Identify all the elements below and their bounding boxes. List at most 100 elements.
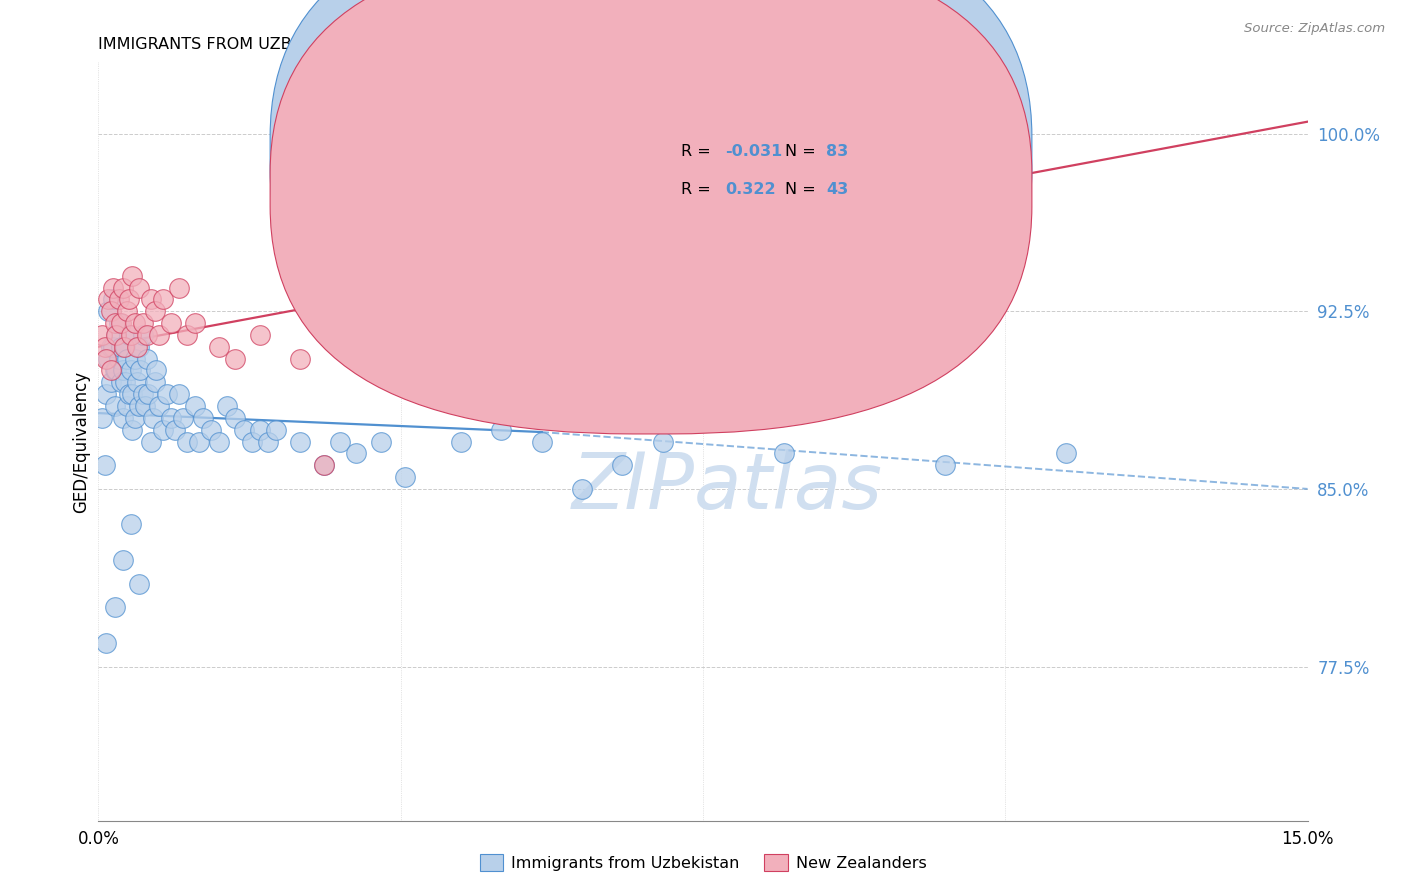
Point	[111, 553, 134, 567]
Text: R =: R =	[682, 145, 716, 160]
Text: 83: 83	[827, 145, 849, 160]
Point	[107, 293, 129, 307]
Point	[193, 410, 215, 425]
Point	[124, 316, 146, 330]
Point	[107, 316, 129, 330]
Point	[105, 327, 128, 342]
Point	[100, 376, 122, 390]
Point	[115, 399, 138, 413]
Point	[121, 268, 143, 283]
Point	[314, 458, 336, 473]
Point	[94, 458, 117, 473]
Point	[128, 340, 150, 354]
FancyBboxPatch shape	[270, 0, 1032, 434]
Point	[127, 376, 149, 390]
Point	[112, 340, 135, 354]
Point	[111, 280, 134, 294]
Point	[249, 327, 271, 342]
Point	[394, 363, 416, 377]
Point	[124, 410, 146, 425]
Point	[200, 423, 222, 437]
Text: R =: R =	[682, 182, 721, 197]
Point	[132, 327, 155, 342]
Point	[91, 410, 114, 425]
Point	[105, 363, 128, 377]
Point	[160, 316, 183, 330]
Point	[491, 423, 513, 437]
Point	[208, 340, 231, 354]
Point	[184, 316, 207, 330]
Y-axis label: GED/Equivalency: GED/Equivalency	[72, 370, 90, 513]
Point	[110, 376, 132, 390]
Point	[394, 470, 416, 484]
Point	[344, 446, 367, 460]
Point	[139, 293, 162, 307]
Legend: Immigrants from Uzbekistan, New Zealanders: Immigrants from Uzbekistan, New Zealande…	[474, 847, 932, 877]
Point	[167, 280, 190, 294]
Text: 0.322: 0.322	[724, 182, 775, 197]
Point	[172, 410, 194, 425]
Point	[124, 351, 146, 366]
Point	[114, 340, 136, 354]
Point	[134, 399, 156, 413]
Point	[450, 376, 472, 390]
Point	[132, 387, 155, 401]
Point	[128, 280, 150, 294]
Point	[530, 351, 553, 366]
Point	[145, 363, 167, 377]
Point	[143, 376, 166, 390]
Point	[249, 423, 271, 437]
Point	[97, 351, 120, 366]
Text: N =: N =	[785, 145, 821, 160]
Point	[100, 363, 122, 377]
Point	[105, 327, 128, 342]
Point	[129, 363, 152, 377]
Text: N =: N =	[785, 182, 821, 197]
Point	[329, 434, 352, 449]
Point	[118, 293, 141, 307]
Point	[651, 434, 673, 449]
Point	[188, 434, 211, 449]
Point	[176, 327, 198, 342]
Point	[934, 458, 956, 473]
Text: -0.031: -0.031	[724, 145, 782, 160]
Point	[110, 340, 132, 354]
Point	[1054, 446, 1077, 460]
Point	[120, 517, 142, 532]
Point	[132, 316, 155, 330]
Point	[160, 410, 183, 425]
Point	[217, 399, 239, 413]
Point	[152, 293, 174, 307]
Point	[120, 363, 142, 377]
Point	[232, 423, 254, 437]
Point	[208, 434, 231, 449]
Point	[142, 410, 165, 425]
Point	[118, 327, 141, 342]
Point	[264, 423, 287, 437]
Point	[571, 482, 593, 496]
Point	[176, 434, 198, 449]
Point	[612, 458, 634, 473]
Point	[135, 351, 157, 366]
Point	[103, 600, 125, 615]
Point	[96, 351, 118, 366]
Point	[491, 327, 513, 342]
Point	[91, 327, 114, 342]
Point	[127, 340, 149, 354]
Point	[118, 387, 141, 401]
Point	[111, 363, 134, 377]
Point	[772, 293, 794, 307]
Text: 43: 43	[827, 182, 849, 197]
Point	[96, 387, 118, 401]
Point	[100, 304, 122, 318]
Point	[224, 410, 246, 425]
Point	[344, 340, 367, 354]
Point	[97, 304, 120, 318]
Point	[148, 327, 170, 342]
Point	[288, 351, 311, 366]
Point	[100, 340, 122, 354]
Point	[103, 399, 125, 413]
Point	[450, 434, 472, 449]
Point	[152, 423, 174, 437]
Point	[94, 340, 117, 354]
